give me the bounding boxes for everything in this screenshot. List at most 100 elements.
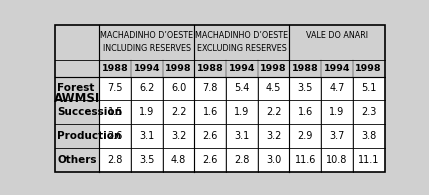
- Bar: [226, 76, 258, 100]
- Text: 3.8: 3.8: [361, 131, 376, 141]
- Bar: [258, 148, 290, 172]
- Text: 1998: 1998: [260, 64, 287, 73]
- Bar: [226, 100, 258, 124]
- Text: 2.6: 2.6: [108, 131, 123, 141]
- Bar: [194, 25, 290, 60]
- Text: 1998: 1998: [165, 64, 192, 73]
- Text: 2.3: 2.3: [361, 107, 376, 117]
- Bar: [226, 124, 258, 148]
- Text: 2.2: 2.2: [266, 107, 281, 117]
- Bar: [131, 60, 163, 76]
- Text: 2.8: 2.8: [234, 155, 250, 165]
- Text: 1.5: 1.5: [108, 107, 123, 117]
- Bar: [100, 124, 131, 148]
- Bar: [131, 148, 163, 172]
- Text: 10.8: 10.8: [326, 155, 347, 165]
- Text: 3.5: 3.5: [298, 83, 313, 93]
- Text: 2.6: 2.6: [202, 131, 218, 141]
- Text: MACHADINHO D’OESTE: MACHADINHO D’OESTE: [195, 31, 289, 40]
- Bar: [163, 60, 194, 76]
- Text: 1998: 1998: [355, 64, 382, 73]
- Text: Production: Production: [57, 131, 122, 141]
- Bar: [290, 148, 321, 172]
- Bar: [353, 100, 384, 124]
- Bar: [55, 100, 100, 124]
- Bar: [194, 124, 226, 148]
- Bar: [321, 76, 353, 100]
- Bar: [163, 100, 194, 124]
- Bar: [321, 60, 353, 76]
- Text: MACHADINHO D’OESTE: MACHADINHO D’OESTE: [100, 31, 193, 40]
- Bar: [290, 25, 384, 60]
- Bar: [290, 60, 321, 76]
- Bar: [194, 100, 226, 124]
- Bar: [194, 76, 226, 100]
- Text: INCLUDING RESERVES: INCLUDING RESERVES: [103, 44, 191, 53]
- Text: 1.6: 1.6: [202, 107, 218, 117]
- Text: 6.2: 6.2: [139, 83, 154, 93]
- Bar: [194, 148, 226, 172]
- Text: 1988: 1988: [292, 64, 319, 73]
- Text: 1994: 1994: [133, 64, 160, 73]
- Text: 3.2: 3.2: [266, 131, 281, 141]
- Text: 1994: 1994: [324, 64, 350, 73]
- Bar: [131, 124, 163, 148]
- Bar: [258, 60, 290, 76]
- Text: 3.5: 3.5: [139, 155, 154, 165]
- Bar: [131, 100, 163, 124]
- Bar: [353, 124, 384, 148]
- Bar: [290, 76, 321, 100]
- Text: 3.7: 3.7: [329, 131, 345, 141]
- Bar: [353, 76, 384, 100]
- Bar: [131, 76, 163, 100]
- Bar: [321, 148, 353, 172]
- Bar: [321, 124, 353, 148]
- Text: 2.8: 2.8: [108, 155, 123, 165]
- Text: 1988: 1988: [102, 64, 129, 73]
- Bar: [194, 60, 226, 76]
- Text: 1.9: 1.9: [234, 107, 250, 117]
- Text: 1994: 1994: [229, 64, 255, 73]
- Bar: [100, 25, 194, 60]
- Text: 3.0: 3.0: [266, 155, 281, 165]
- Text: EXCLUDING RESERVES: EXCLUDING RESERVES: [197, 44, 287, 53]
- Bar: [226, 60, 258, 76]
- Text: VALE DO ANARI: VALE DO ANARI: [306, 31, 368, 40]
- Bar: [55, 25, 100, 172]
- Text: 3.1: 3.1: [139, 131, 154, 141]
- Text: 2.6: 2.6: [202, 155, 218, 165]
- Bar: [163, 124, 194, 148]
- Text: AWMSI: AWMSI: [54, 92, 100, 105]
- Text: Others: Others: [57, 155, 97, 165]
- Text: 5.4: 5.4: [234, 83, 250, 93]
- Text: 2.2: 2.2: [171, 107, 186, 117]
- Bar: [55, 76, 100, 100]
- Text: 2.9: 2.9: [298, 131, 313, 141]
- Text: 4.5: 4.5: [266, 83, 281, 93]
- Bar: [100, 148, 131, 172]
- Bar: [290, 100, 321, 124]
- Text: 3.1: 3.1: [234, 131, 250, 141]
- Bar: [258, 124, 290, 148]
- Text: 7.8: 7.8: [202, 83, 218, 93]
- Bar: [290, 124, 321, 148]
- Bar: [100, 76, 131, 100]
- Text: 7.5: 7.5: [107, 83, 123, 93]
- Bar: [55, 124, 100, 148]
- Bar: [321, 100, 353, 124]
- Bar: [100, 60, 131, 76]
- Text: 1.6: 1.6: [298, 107, 313, 117]
- Text: Forest: Forest: [57, 83, 95, 93]
- Text: 1.9: 1.9: [139, 107, 154, 117]
- Bar: [163, 148, 194, 172]
- Text: 11.6: 11.6: [295, 155, 316, 165]
- Text: 4.8: 4.8: [171, 155, 186, 165]
- Bar: [226, 148, 258, 172]
- Bar: [55, 148, 100, 172]
- Bar: [353, 60, 384, 76]
- Bar: [163, 76, 194, 100]
- Text: 3.2: 3.2: [171, 131, 186, 141]
- Text: 6.0: 6.0: [171, 83, 186, 93]
- Bar: [100, 100, 131, 124]
- Text: 4.7: 4.7: [329, 83, 345, 93]
